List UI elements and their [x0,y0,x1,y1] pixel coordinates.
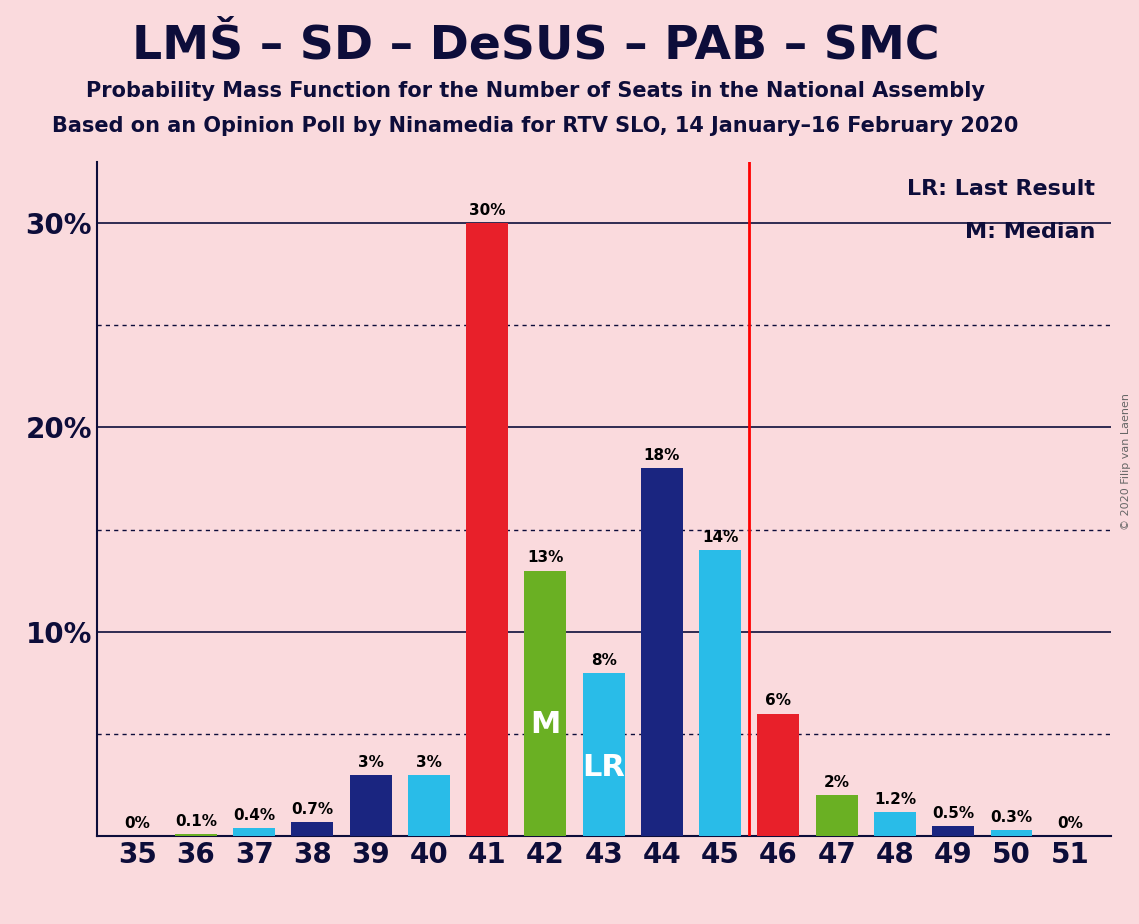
Text: 0.4%: 0.4% [233,808,276,823]
Text: 13%: 13% [527,551,564,565]
Bar [524,570,566,836]
Text: LR: Last Result: LR: Last Result [908,178,1096,199]
Text: 6%: 6% [765,694,792,709]
Bar [932,826,974,836]
Bar [991,830,1032,836]
Bar [583,673,624,836]
Bar [466,223,508,836]
Text: 0%: 0% [1057,816,1083,831]
Bar [350,775,392,836]
Bar [641,468,683,836]
Text: 18%: 18% [644,448,680,463]
Bar [816,796,858,836]
Text: 14%: 14% [702,530,738,545]
Text: LR: LR [582,753,625,782]
Text: Probability Mass Function for the Number of Seats in the National Assembly: Probability Mass Function for the Number… [85,81,985,102]
Text: 2%: 2% [823,775,850,790]
Text: 0.1%: 0.1% [175,814,216,829]
Text: 0.5%: 0.5% [932,806,974,821]
Bar [175,834,216,836]
Text: 0%: 0% [124,816,150,831]
Text: 1.2%: 1.2% [874,792,916,807]
Text: 30%: 30% [469,203,506,218]
Text: 0.7%: 0.7% [292,802,334,817]
Bar [292,822,334,836]
Bar [874,811,916,836]
Bar [233,828,276,836]
Text: 0.3%: 0.3% [991,810,1033,825]
Bar [699,550,741,836]
Text: 3%: 3% [358,755,384,770]
Bar [757,713,800,836]
Text: M: M [531,711,560,739]
Text: Based on an Opinion Poll by Ninamedia for RTV SLO, 14 January–16 February 2020: Based on an Opinion Poll by Ninamedia fo… [52,116,1018,136]
Text: LMŠ – SD – DeSUS – PAB – SMC: LMŠ – SD – DeSUS – PAB – SMC [131,23,940,68]
Text: 3%: 3% [416,755,442,770]
Text: © 2020 Filip van Laenen: © 2020 Filip van Laenen [1121,394,1131,530]
Text: 8%: 8% [591,652,616,667]
Text: M: Median: M: Median [965,223,1096,242]
Bar [408,775,450,836]
